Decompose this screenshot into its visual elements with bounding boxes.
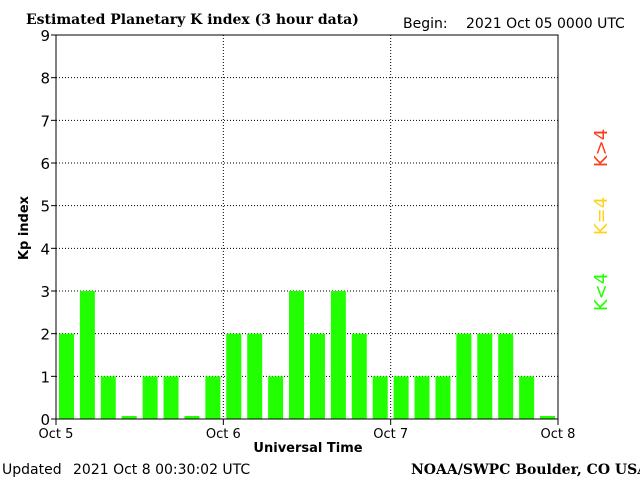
kp-bar	[351, 333, 367, 419]
y-tick-label: 5	[40, 198, 50, 216]
kp-bar	[226, 333, 242, 419]
plot-frame	[55, 34, 559, 420]
y-tick-label: 8	[40, 70, 50, 88]
legend-k-less-4: K<4	[591, 273, 612, 311]
y-tick-label: 0	[40, 411, 50, 429]
chart-title: Estimated Planetary K index (3 hour data…	[26, 12, 359, 28]
kp-bar	[540, 416, 556, 419]
kp-bar	[163, 376, 179, 419]
legend-k-equal-4: K=4	[591, 197, 612, 235]
y-tick-label: 2	[40, 326, 50, 344]
x-tick-label: Oct 8	[541, 427, 576, 442]
kp-bar	[100, 376, 116, 419]
x-axis-label: Universal Time	[253, 441, 362, 456]
kp-bar	[456, 333, 472, 419]
kp-bar	[309, 333, 325, 419]
y-axis-label: Kp index	[17, 195, 32, 260]
plot-area: 0 1 2 3 4 5 6 7 8 9 Oct 5 Oct 6 Oct 7 Oct 8	[39, 27, 576, 442]
kp-bar	[414, 376, 430, 419]
x-tick-label: Oct 7	[373, 427, 408, 442]
kp-bar	[184, 416, 200, 419]
credit-text: NOAA/SWPC Boulder, CO USA	[411, 462, 640, 478]
x-tick-label: Oct 6	[206, 427, 241, 442]
y-tick-label: 1	[40, 368, 50, 386]
updated-value: 2021 Oct 8 00:30:02 UTC	[73, 462, 250, 478]
begin-label: Begin:	[403, 16, 448, 32]
legend-k-greater-4: K>4	[591, 129, 612, 167]
kp-bar	[205, 376, 221, 419]
kp-bar	[289, 291, 305, 419]
kp-bar	[435, 376, 451, 419]
kp-bar	[79, 291, 95, 419]
kp-bar	[121, 416, 137, 419]
kp-bar	[372, 376, 388, 419]
updated-label: Updated	[2, 462, 62, 478]
kp-bar	[58, 333, 74, 419]
kp-bar	[519, 376, 535, 419]
kp-bar	[142, 376, 158, 419]
y-tick-label: 4	[40, 240, 50, 258]
kp-bar	[393, 376, 409, 419]
kp-bar	[247, 333, 263, 419]
y-tick-label: 6	[40, 155, 50, 173]
y-tick-label: 7	[40, 112, 50, 130]
y-tick-label: 9	[40, 27, 50, 45]
kp-bar	[268, 376, 284, 419]
kp-bar	[330, 291, 346, 419]
kp-bar	[477, 333, 493, 419]
begin-value: 2021 Oct 05 0000 UTC	[466, 16, 625, 32]
y-tick-label: 3	[40, 283, 50, 301]
x-tick-label: Oct 5	[39, 427, 74, 442]
kp-bar	[498, 333, 514, 419]
